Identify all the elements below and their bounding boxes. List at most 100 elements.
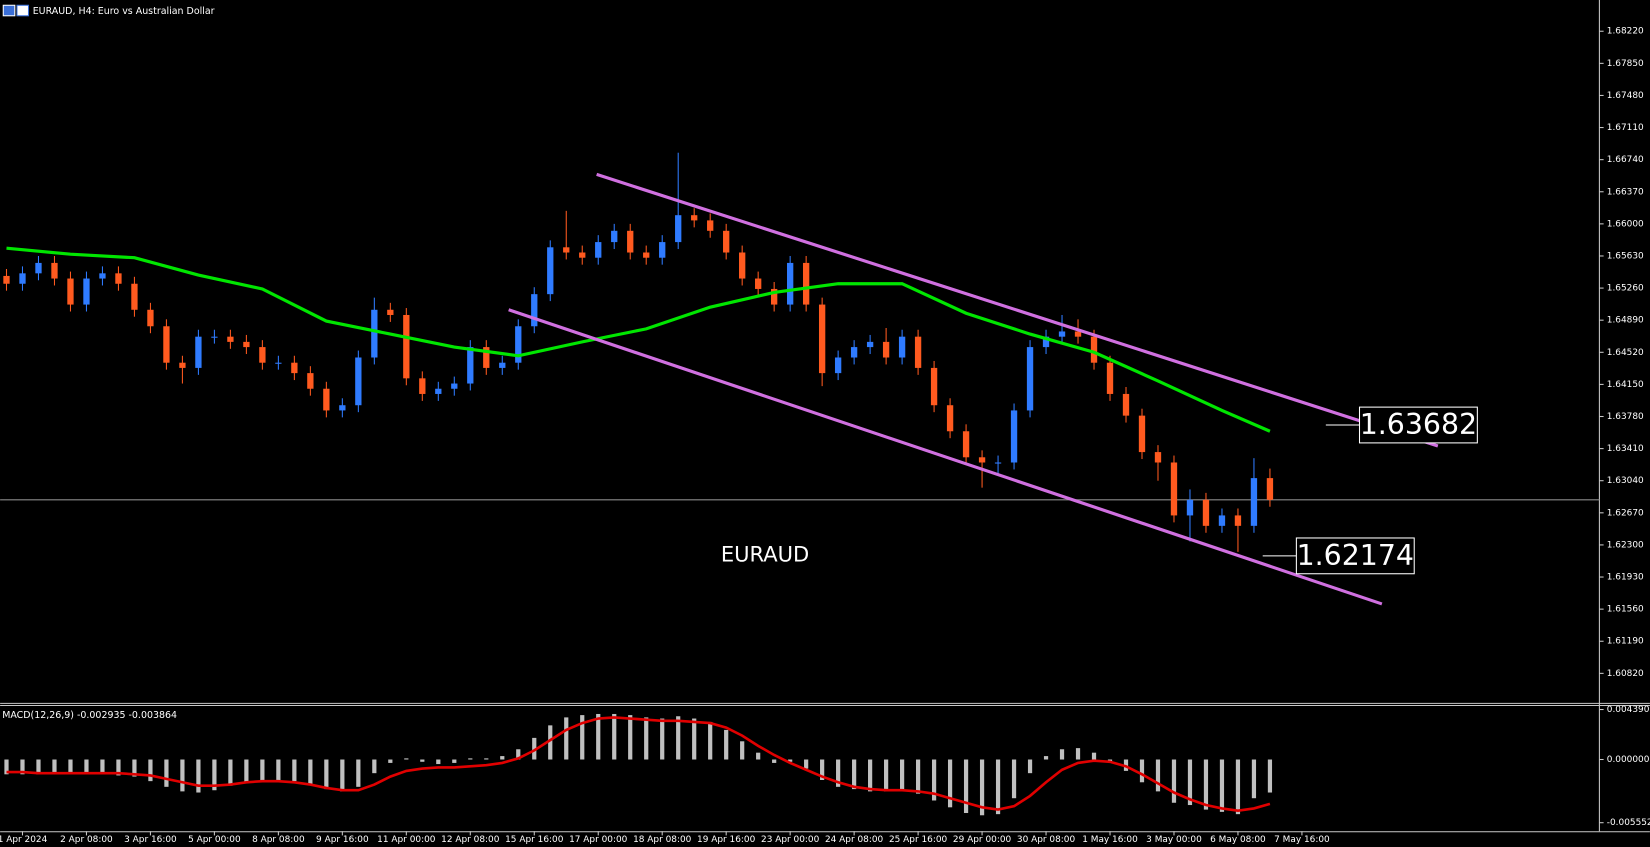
x-tick-label: 9 Apr 16:00 (316, 835, 369, 845)
candle-body (243, 341, 250, 348)
x-tick-label: 3 Apr 16:00 (124, 835, 177, 845)
candle-body (467, 347, 474, 384)
y-tick-label: 1.63410 (1607, 444, 1644, 454)
macd-histogram-bar (1171, 759, 1177, 803)
candle-body (419, 378, 426, 394)
trend-line (508, 308, 1383, 606)
x-tick-label: 8 Apr 08:00 (252, 835, 305, 845)
candle-body (994, 462, 1002, 464)
candle-body (1250, 478, 1258, 526)
macd-histogram-bar (820, 759, 825, 780)
macd-histogram-bar (484, 758, 489, 760)
macd-histogram-bar (931, 759, 937, 801)
macd-histogram-bar (947, 759, 953, 808)
macd-histogram-bar (292, 759, 297, 782)
x-tick-label: 7 May 16:00 (1274, 835, 1330, 845)
macd-histogram-bar (1203, 759, 1209, 810)
candle-body (1010, 410, 1018, 463)
price-label: 1.63682 (1360, 408, 1477, 441)
candle-body (67, 278, 74, 305)
trend-line (596, 172, 1439, 448)
macd-histogram-bar (516, 749, 521, 760)
candle-body (547, 247, 554, 295)
candle-body (1026, 347, 1034, 411)
macd-histogram-bar (852, 759, 857, 790)
x-tick-label: 1 May 16:00 (1082, 835, 1138, 845)
candle-body (691, 215, 698, 221)
macd-histogram-bar (276, 759, 281, 780)
candle-body (978, 457, 986, 463)
y-tick-label: 1.63040 (1607, 476, 1644, 486)
candle-body (435, 388, 442, 394)
candle-body (1266, 478, 1274, 500)
macd-histogram-bar (1091, 752, 1097, 760)
candle-body (1138, 415, 1146, 453)
macd-histogram-bar (596, 713, 601, 760)
candle-body (1058, 331, 1066, 337)
y-tick-label: 1.66370 (1607, 187, 1644, 197)
macd-histogram-bar (899, 759, 905, 791)
x-tick-label: 17 Apr 00:00 (569, 835, 628, 845)
macd-histogram-bar (532, 737, 537, 760)
y-tick-label: 1.64890 (1607, 316, 1644, 326)
candle-body (627, 230, 634, 253)
macd-histogram-bar (196, 759, 201, 793)
macd-histogram-bar (372, 759, 377, 774)
macd-histogram-bar (660, 718, 665, 760)
candle-body (914, 336, 922, 368)
x-tick-label: 19 Apr 16:00 (697, 835, 756, 845)
candle-body (355, 357, 362, 406)
candle-body (323, 388, 330, 411)
macd-histogram-bar (1267, 759, 1273, 793)
macd-title: MACD(12,26,9) -0.002935 -0.003864 (2, 710, 177, 721)
macd-histogram-bar (724, 729, 729, 760)
candle-body (211, 336, 218, 338)
macd-histogram-bar (132, 759, 137, 777)
candle-body (387, 309, 394, 315)
candle-body (930, 367, 938, 406)
candle-body (371, 309, 378, 358)
macd-histogram-bar (740, 741, 745, 760)
macd-histogram-bar (308, 759, 313, 785)
macd-histogram-bar (36, 759, 41, 775)
y-tick-label: 1.66000 (1607, 219, 1644, 229)
macd-histogram-bar (404, 758, 409, 760)
candle-body (227, 336, 234, 342)
candle-body (802, 262, 810, 305)
candle-body (898, 336, 906, 358)
candle-body (946, 405, 954, 432)
candle-body (1122, 393, 1130, 416)
macd-histogram-bar (500, 756, 505, 760)
candle-body (403, 314, 410, 379)
x-tick-label: 12 Apr 08:00 (441, 835, 500, 845)
candle-body (1234, 515, 1242, 526)
candle-body (1154, 452, 1162, 463)
price-label-box (1295, 537, 1415, 575)
macd-histogram-bar (420, 759, 425, 762)
y-tick-label: 1.65260 (1607, 284, 1644, 294)
y-tick-label: 1.68220 (1607, 27, 1644, 37)
candle-body (834, 357, 842, 374)
candle-body (579, 252, 586, 258)
macd-histogram-bar (1011, 759, 1017, 799)
x-tick-label: 30 Apr 08:00 (1017, 835, 1076, 845)
macd-histogram-bar (580, 715, 585, 760)
macd-histogram-bar (756, 752, 761, 760)
y-tick-label: 0.004390 (1607, 705, 1650, 715)
candle-body (1186, 499, 1194, 516)
macd-signal-line (6, 716, 1271, 813)
candle-body (115, 273, 122, 284)
candle-body (147, 309, 154, 327)
x-tick-label: 15 Apr 16:00 (505, 835, 564, 845)
macd-histogram-bar (1043, 756, 1049, 760)
macd-histogram-bar (452, 759, 457, 763)
y-tick-label: 1.64150 (1607, 380, 1644, 390)
macd-histogram-bar (340, 759, 345, 792)
macd-histogram-bar (692, 718, 697, 760)
candle-body (563, 247, 570, 253)
macd-histogram-bar (20, 759, 25, 775)
candle-body (755, 278, 762, 289)
candle-body (163, 326, 170, 363)
y-tick-label: 1.63780 (1607, 412, 1644, 422)
